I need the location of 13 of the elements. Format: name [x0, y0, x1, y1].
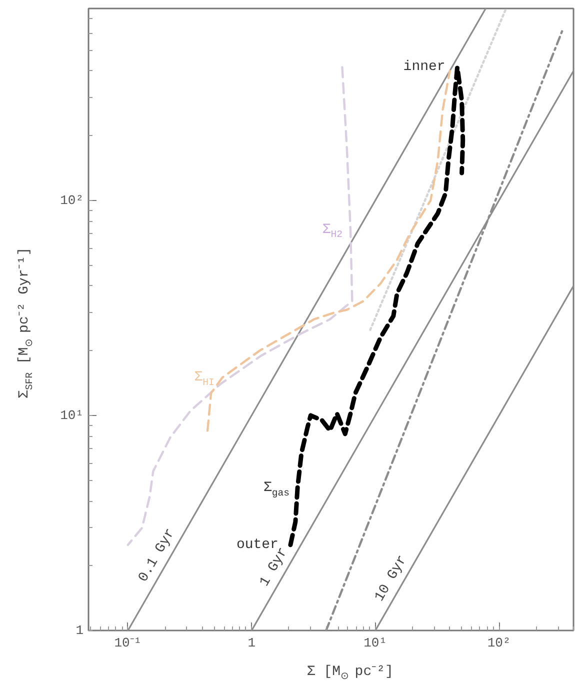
x-tick-label: 10² — [487, 636, 511, 650]
y-tick-label: 10¹ — [60, 408, 84, 423]
x-axis-title: Σ [M⊙ pc⁻²] — [306, 664, 394, 682]
y-tick-label: 1 — [76, 623, 84, 638]
y-axis-title: ΣSFR [M⊙ pc⁻² Gyr⁻¹] — [16, 247, 35, 398]
y-tick-label: 10² — [60, 192, 84, 208]
x-tick-label: 10⁻¹ — [114, 636, 142, 650]
x-tick-label: 10¹ — [364, 636, 388, 650]
x-tick-label: 1 — [248, 636, 256, 650]
text: 10 Gyr — [372, 552, 411, 604]
text: 0.1 Gyr — [136, 526, 179, 585]
annotation: outer — [236, 536, 278, 553]
annotation: inner — [403, 59, 446, 76]
